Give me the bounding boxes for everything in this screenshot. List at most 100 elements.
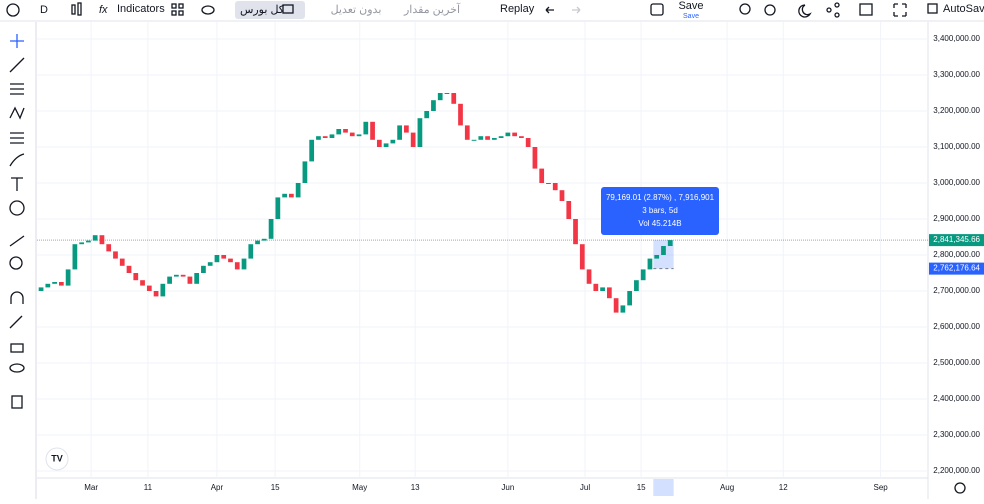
brush-tool[interactable] [9, 153, 25, 167]
interval[interactable]: D [40, 4, 48, 16]
search-icon[interactable] [282, 4, 294, 14]
candle [525, 137, 531, 147]
price-source[interactable]: آخرین مقدار [403, 3, 461, 16]
candle [383, 143, 389, 147]
pattern-tool[interactable] [9, 106, 25, 120]
lock-tool[interactable] [10, 343, 24, 353]
candle [302, 161, 308, 183]
trend-line-tool[interactable] [9, 57, 25, 73]
candle [437, 92, 443, 101]
adjustment[interactable]: بدون تعدیل [331, 4, 382, 16]
candle [505, 132, 511, 137]
candle [667, 240, 673, 247]
candle [579, 244, 585, 270]
lock-draw-tool[interactable] [9, 315, 23, 329]
candle [153, 291, 159, 297]
quick-search[interactable] [739, 3, 751, 15]
last-price-box [929, 234, 984, 247]
x-tick-label: Jul [580, 483, 590, 492]
left-toolbar [9, 22, 37, 499]
y-tick-label: 2,800,000.00 [933, 250, 980, 259]
zoom-tool[interactable] [9, 256, 23, 270]
candle [559, 190, 565, 202]
y-tick-label: 2,400,000.00 [933, 394, 980, 403]
logo[interactable] [45, 447, 69, 471]
candle [65, 269, 71, 286]
y-tick-label: 2,300,000.00 [933, 430, 980, 439]
hide-tool[interactable] [9, 363, 25, 373]
candle [593, 283, 599, 292]
candle [38, 287, 44, 292]
fullscreen[interactable] [893, 3, 907, 17]
snapshot[interactable] [859, 3, 873, 16]
candle [410, 132, 416, 147]
visibility[interactable] [201, 5, 215, 15]
time-selection [653, 479, 674, 496]
add-symbol[interactable] [6, 3, 20, 17]
theme[interactable] [798, 4, 812, 18]
redo[interactable] [572, 6, 581, 14]
candle [404, 125, 409, 133]
replay[interactable]: Replay [500, 3, 535, 15]
y-tick-label: 3,100,000.00 [933, 142, 980, 151]
candle [390, 139, 396, 144]
candle [498, 136, 504, 138]
layout[interactable] [650, 3, 664, 16]
candle [173, 274, 179, 277]
measure-tool[interactable] [9, 235, 25, 247]
candle [201, 265, 206, 274]
x-tick-label: 12 [779, 483, 788, 492]
candle [106, 244, 112, 252]
candle [228, 258, 233, 263]
candle [606, 287, 612, 299]
tooltip-change: 79,169.01 (2.87%) , 7,916,901 [606, 193, 715, 202]
y-tick-label: 3,200,000.00 [933, 106, 980, 115]
delete-tool[interactable] [11, 395, 23, 409]
fib-tool[interactable] [10, 83, 24, 95]
candle [647, 258, 653, 270]
fx-icon[interactable]: fx [99, 4, 108, 16]
candle [275, 197, 281, 220]
candle [640, 269, 646, 281]
save[interactable]: Save [678, 0, 703, 12]
indicators[interactable]: Indicators [117, 3, 165, 15]
candle [248, 244, 254, 259]
candle [160, 283, 166, 297]
projection-tool[interactable] [10, 132, 24, 144]
tooltip-volume: Vol 45.214B [638, 219, 681, 228]
chart-type[interactable] [71, 2, 82, 16]
plot: 3,400,000.00 3,300,000.00 3,200,000.00 3,10… [37, 22, 984, 496]
emoji-tool[interactable] [9, 200, 25, 216]
candle [586, 269, 592, 284]
share[interactable] [826, 2, 840, 18]
x-tick-label: 15 [637, 483, 646, 492]
candle [539, 168, 545, 183]
candle [133, 273, 139, 281]
settings[interactable] [764, 4, 776, 16]
y-tick-label: 2,600,000.00 [933, 322, 980, 331]
autosave[interactable]: AutoSave [943, 3, 984, 15]
crosshair-tool[interactable] [10, 34, 24, 48]
candle [261, 238, 267, 241]
text-tool[interactable] [11, 177, 23, 191]
candle [349, 132, 355, 137]
symbol[interactable]: کل بورس [240, 4, 285, 16]
candle [552, 183, 558, 191]
magnet-tool[interactable] [10, 291, 24, 304]
candle [356, 134, 362, 137]
autosave-checkbox[interactable] [927, 3, 938, 14]
candle [45, 283, 51, 288]
candle [336, 128, 342, 135]
candle [444, 92, 450, 94]
candle [485, 136, 490, 140]
templates[interactable] [171, 3, 184, 16]
candle [620, 305, 626, 313]
candle [376, 139, 382, 147]
axis-settings[interactable] [954, 482, 966, 494]
candle [241, 258, 247, 270]
x-tick-label: Jun [501, 483, 514, 492]
y-tick-label: 2,900,000.00 [933, 214, 980, 223]
candle [519, 136, 524, 138]
undo[interactable] [545, 6, 554, 14]
